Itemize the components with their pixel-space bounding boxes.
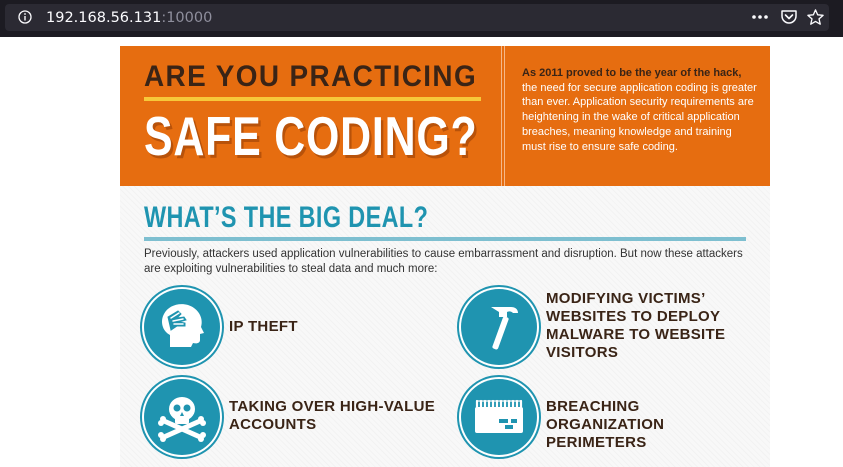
hero-divider bbox=[501, 46, 505, 186]
section-rule bbox=[144, 237, 746, 241]
fortress-wall-icon bbox=[461, 379, 537, 455]
hammer-icon bbox=[461, 289, 537, 365]
feature-label-breaching-perimeters: BREACHING ORGANIZATION PERIMETERS bbox=[546, 398, 665, 451]
hero-intro: As 2011 proved to be the year of the hac… bbox=[522, 66, 758, 154]
url-host: 192.168.56.131 bbox=[46, 10, 162, 26]
url-port: :10000 bbox=[161, 10, 213, 26]
feature-label-ip-theft: IP THEFT bbox=[229, 318, 298, 335]
info-icon[interactable] bbox=[18, 10, 32, 24]
section-intro: Previously, attackers used application v… bbox=[144, 248, 743, 275]
address-bar[interactable]: 192.168.56.131:10000 bbox=[5, 4, 829, 31]
url-text[interactable]: 192.168.56.131:10000 bbox=[46, 8, 212, 28]
hero-intro-bold: As 2011 proved to be the year of the hac… bbox=[522, 67, 742, 79]
section-title: WHAT’S THE BIG DEAL? bbox=[144, 201, 429, 234]
hero-intro-rest: the need for secure application coding i… bbox=[522, 81, 757, 153]
headline-rule bbox=[144, 97, 481, 101]
head-icon bbox=[144, 289, 220, 365]
feature-label-modifying-websites: MODIFYING VICTIMS’ WEBSITES TO DEPLOY MA… bbox=[546, 290, 726, 361]
headline-line1: ARE YOU PRACTICING bbox=[144, 60, 478, 93]
hero-banner: ARE YOU PRACTICING SAFE CODING? As 2011 … bbox=[120, 46, 770, 186]
browser-toolbar: 192.168.56.131:10000 bbox=[0, 0, 843, 37]
infographic: ARE YOU PRACTICING SAFE CODING? As 2011 … bbox=[120, 46, 770, 467]
pocket-icon[interactable] bbox=[780, 8, 798, 26]
feature-label-taking-over-accounts: TAKING OVER HIGH-VALUE ACCOUNTS bbox=[229, 398, 436, 433]
skull-crossbones-icon bbox=[144, 379, 220, 455]
bookmark-star-icon[interactable] bbox=[806, 8, 825, 27]
headline-line2: SAFE CODING? bbox=[144, 105, 478, 167]
more-actions-icon[interactable] bbox=[750, 9, 770, 25]
